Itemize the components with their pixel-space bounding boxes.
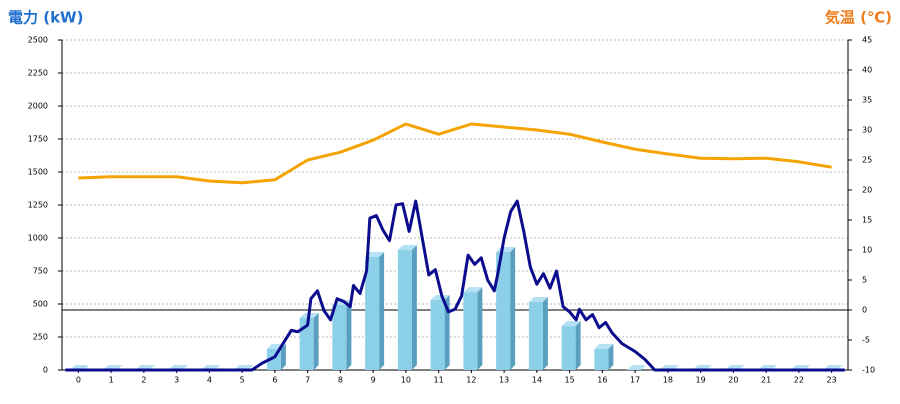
bar-top xyxy=(430,295,450,301)
y2-tick-label: 30 xyxy=(862,126,872,135)
y2-tick-label: 45 xyxy=(862,36,872,45)
x-tick-label: 16 xyxy=(597,376,607,385)
x-tick-label: 13 xyxy=(499,376,509,385)
x-tick-label: 10 xyxy=(401,376,411,385)
y-tick-label: 2000 xyxy=(28,102,48,111)
y-axis-title: 電力 (kW) xyxy=(8,9,83,27)
x-tick-label: 0 xyxy=(76,376,81,385)
x-tick-label: 3 xyxy=(174,376,179,385)
x-tick-label: 11 xyxy=(434,376,444,385)
y2-tick-label: 0 xyxy=(862,306,867,315)
bar xyxy=(430,300,445,370)
bar xyxy=(299,317,314,370)
y2-tick-label: 10 xyxy=(862,246,872,255)
y-tick-label: 1500 xyxy=(28,168,48,177)
x-tick-label: 19 xyxy=(696,376,706,385)
bar-top xyxy=(463,287,483,293)
x-tick-label: 9 xyxy=(371,376,376,385)
x-tick-label: 18 xyxy=(663,376,673,385)
y2-tick-label: -10 xyxy=(862,366,875,375)
bar xyxy=(561,326,576,370)
x-tick-label: 14 xyxy=(532,376,542,385)
bar-side xyxy=(608,343,614,370)
y-tick-label: 2250 xyxy=(28,69,48,78)
y2-tick-label: 20 xyxy=(862,186,872,195)
y-tick-label: 0 xyxy=(43,366,48,375)
bar-side xyxy=(280,343,286,370)
bar-top xyxy=(365,252,385,258)
x-tick-label: 2 xyxy=(141,376,146,385)
bar-side xyxy=(575,321,581,370)
power-line xyxy=(65,199,845,372)
bar-top xyxy=(561,321,581,327)
bar-side xyxy=(411,245,417,370)
y2-tick-label: -5 xyxy=(862,336,870,345)
x-tick-label: 22 xyxy=(794,376,804,385)
bar xyxy=(594,348,609,370)
x-tick-label: 12 xyxy=(466,376,476,385)
bar xyxy=(365,257,380,370)
x-tick-label: 21 xyxy=(761,376,771,385)
bar xyxy=(332,305,347,370)
x-tick-label: 23 xyxy=(827,376,837,385)
y2-tick-label: 5 xyxy=(862,276,867,285)
y-tick-label: 750 xyxy=(33,267,48,276)
x-tick-label: 4 xyxy=(207,376,212,385)
y-tick-label: 1250 xyxy=(28,201,48,210)
bar-side xyxy=(379,252,385,370)
bar-top xyxy=(594,343,614,349)
y-tick-label: 500 xyxy=(33,300,48,309)
bar-top xyxy=(627,365,647,370)
bar-side xyxy=(510,246,516,370)
y2-tick-label: 40 xyxy=(862,66,872,75)
y2-tick-label: 35 xyxy=(862,96,872,105)
bar xyxy=(496,251,511,370)
x-tick-label: 20 xyxy=(728,376,738,385)
y-tick-label: 2500 xyxy=(28,36,48,45)
bar-side xyxy=(313,312,319,370)
x-tick-label: 5 xyxy=(240,376,245,385)
y-tick-label: 1000 xyxy=(28,234,48,243)
temperature-line xyxy=(78,122,832,185)
y2-tick-label: 25 xyxy=(862,156,872,165)
y-tick-label: 250 xyxy=(33,333,48,342)
bar-side xyxy=(346,300,352,370)
bar-side xyxy=(477,287,483,370)
y2-axis-title: 気温 (℃) xyxy=(825,9,892,27)
x-tick-label: 8 xyxy=(338,376,343,385)
bar xyxy=(463,292,478,370)
x-tick-label: 6 xyxy=(272,376,277,385)
x-tick-label: 17 xyxy=(630,376,640,385)
bar-side xyxy=(542,297,548,370)
x-tick-label: 1 xyxy=(109,376,114,385)
bar-top xyxy=(397,245,417,251)
y2-tick-label: 15 xyxy=(862,216,872,225)
bar-side xyxy=(444,295,450,370)
bar xyxy=(397,250,412,370)
x-tick-label: 7 xyxy=(305,376,310,385)
bar xyxy=(528,302,543,370)
y-tick-label: 1750 xyxy=(28,135,48,144)
bar-top xyxy=(528,297,548,303)
x-tick-label: 15 xyxy=(565,376,575,385)
